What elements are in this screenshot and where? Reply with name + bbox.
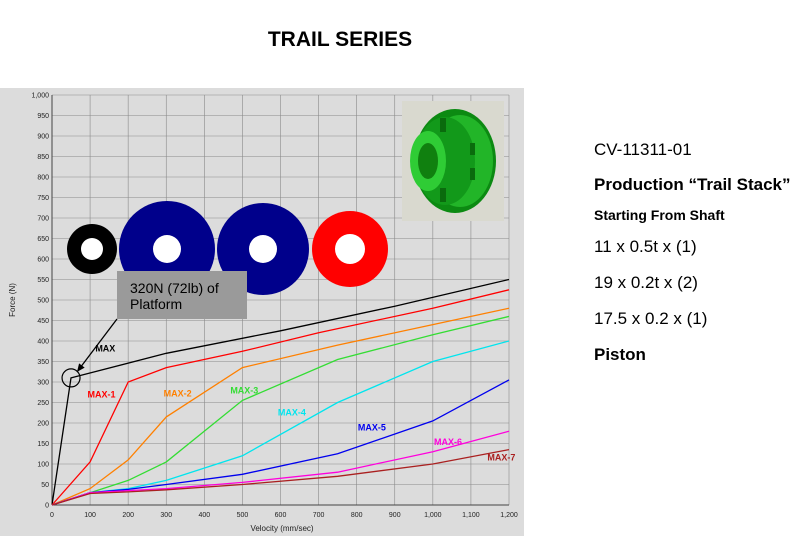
ring-3-hole <box>249 235 277 263</box>
series-line-max-1 <box>51 289 510 506</box>
y-tick-label: 800 <box>37 175 49 182</box>
piston-label: Piston <box>594 345 646 364</box>
y-tick-label: 550 <box>37 277 49 284</box>
annotation-text: 320N (72lb) of Platform <box>130 280 223 312</box>
series-line-max-3 <box>51 315 510 506</box>
y-tick-label: 250 <box>37 400 49 407</box>
series-line-max-2 <box>51 307 510 506</box>
piston-photo <box>402 101 504 221</box>
series-label-max-5: MAX-5 <box>358 422 386 432</box>
force-velocity-chart: 0 50 100 150 200 250 300 350 400 450 500 550 600 650 7… <box>8 93 518 534</box>
y-axis-label: Force (N) <box>8 283 17 317</box>
annotation-line-1: 320N (72lb) of <box>130 280 219 296</box>
y-tick-label: 0 <box>45 503 49 510</box>
y-tick-label: 100 <box>37 462 49 469</box>
series-label-max: MAX <box>95 343 115 353</box>
x-tick-label: 1,200 <box>500 512 518 519</box>
x-tick-label: 400 <box>198 512 210 519</box>
production-heading: Production “Trail Stack” <box>594 175 791 194</box>
series-label-max-7: MAX-7 <box>487 453 515 463</box>
series-label-max-3: MAX-3 <box>230 385 258 395</box>
y-tick-label: 700 <box>37 216 49 223</box>
y-tick-label: 900 <box>37 134 49 141</box>
y-tick-label: 50 <box>41 482 49 489</box>
series-label-max-6: MAX-6 <box>434 437 462 447</box>
y-tick-label: 450 <box>37 318 49 325</box>
x-tick-label: 600 <box>275 512 287 519</box>
ring-4-hole <box>335 234 365 264</box>
y-tick-label: 950 <box>37 113 49 120</box>
annotation-line-2: Platform <box>130 296 182 312</box>
annotation-box <box>117 271 247 319</box>
y-tick-label: 300 <box>37 380 49 387</box>
x-tick-label: 200 <box>122 512 134 519</box>
y-tick-label: 600 <box>37 257 49 264</box>
stack-order-heading: Starting From Shaft <box>594 207 725 223</box>
x-tick-label: 100 <box>84 512 96 519</box>
platform-annotation: 320N (72lb) of Platform <box>61 271 247 388</box>
chart-panel: 0 50 100 150 200 250 300 350 400 450 500 550 600 650 7… <box>0 88 524 536</box>
series-lines <box>51 278 510 506</box>
ring-1-hole <box>81 238 103 260</box>
x-tick-label: 800 <box>351 512 363 519</box>
x-tick-label: 300 <box>160 512 172 519</box>
series-line-max <box>51 278 510 506</box>
x-tick-label: 900 <box>389 512 401 519</box>
x-tick-label: 1,100 <box>462 512 480 519</box>
y-tick-label: 350 <box>37 359 49 366</box>
shim-spec-2: 19 x 0.2t x (2) <box>594 273 698 292</box>
series-label-max-2: MAX-2 <box>164 388 192 398</box>
tick-labels: 0 50 100 150 200 250 300 350 400 450 500 550 600 650 7… <box>31 93 517 520</box>
series-line-max-6 <box>51 430 510 506</box>
series-labels: MAX MAX-1 MAX-2 MAX-3 MAX-4 MAX-5 MAX-6 MAX-7 <box>88 343 516 462</box>
y-tick-label: 150 <box>37 441 49 448</box>
annotation-arrowhead <box>77 363 85 372</box>
x-axis-label: Velocity (mm/sec) <box>250 524 313 533</box>
y-tick-label: 500 <box>37 298 49 305</box>
x-tick-label: 0 <box>50 512 54 519</box>
shim-spec-3: 17.5 x 0.2 x (1) <box>594 309 708 328</box>
y-tick-label: 400 <box>37 339 49 346</box>
x-tick-label: 500 <box>237 512 249 519</box>
ring-2-hole <box>153 235 181 263</box>
series-label-max-4: MAX-4 <box>278 408 306 418</box>
y-tick-label: 850 <box>37 154 49 161</box>
y-tick-label: 1,000 <box>31 93 49 100</box>
platform-point-circle <box>61 368 81 388</box>
y-tick-label: 750 <box>37 195 49 202</box>
part-number: CV-11311-01 <box>594 140 692 159</box>
y-tick-label: 650 <box>37 236 49 243</box>
y-tick-label: 200 <box>37 421 49 428</box>
x-tick-label: 700 <box>313 512 325 519</box>
shim-spec-1: 11 x 0.5t x (1) <box>594 237 697 256</box>
x-tick-label: 1,000 <box>424 512 442 519</box>
series-label-max-1: MAX-1 <box>88 390 116 400</box>
side-notes: CV-11311-01 Production “Trail Stack” Sta… <box>594 140 794 365</box>
annotation-arrow <box>76 318 118 373</box>
page-title: TRAIL SERIES <box>267 28 413 51</box>
series-line-max-7 <box>51 448 510 506</box>
